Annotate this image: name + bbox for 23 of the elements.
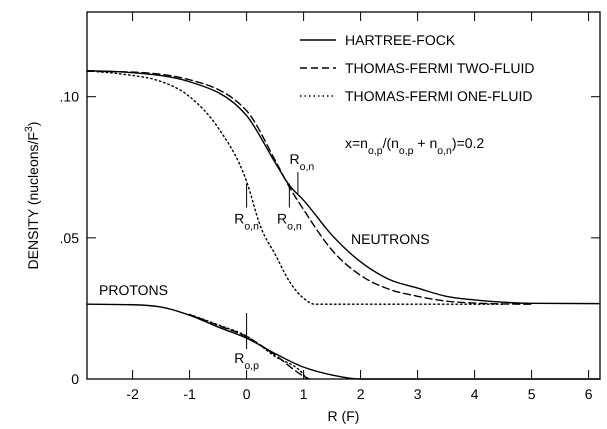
y-tick-label: .10 [60, 88, 80, 105]
y-tick-label: 0 [71, 371, 80, 387]
annotation: NEUTRONS [351, 231, 430, 247]
x-tick-label: 4 [470, 386, 479, 402]
legend-label: THOMAS-FERMI ONE-FLUID [345, 88, 532, 104]
x-tick-label: 0 [242, 386, 251, 402]
annotation: R$_{o,p}$ [234, 350, 260, 372]
annotation: R$_{o,n}$ [276, 210, 302, 232]
annotation: x=n$_{o,p}$/(n$_{o,p}$ + n$_{o,n}$)=0.2 [345, 135, 484, 157]
y-tick-label: .05 [60, 230, 80, 246]
x-tick-label: -1 [183, 386, 196, 402]
x-tick-label: 2 [356, 386, 365, 402]
annotation: R$_{o,n}$ [290, 151, 314, 174]
legend-label: HARTREE-FOCK [345, 32, 456, 48]
x-tick-label: 3 [414, 386, 422, 402]
x-tick-label: 5 [528, 386, 536, 402]
annotation: PROTONS [99, 282, 168, 298]
x-axis-title: R (F) [328, 408, 360, 424]
annotation: R$_{o,n}$ [234, 210, 260, 232]
x-tick-label: -2 [126, 386, 140, 402]
x-tick-label: 1 [300, 386, 308, 402]
legend-label: THOMAS-FERMI TWO-FLUID [345, 60, 535, 76]
x-tick-label: 6 [584, 386, 593, 402]
